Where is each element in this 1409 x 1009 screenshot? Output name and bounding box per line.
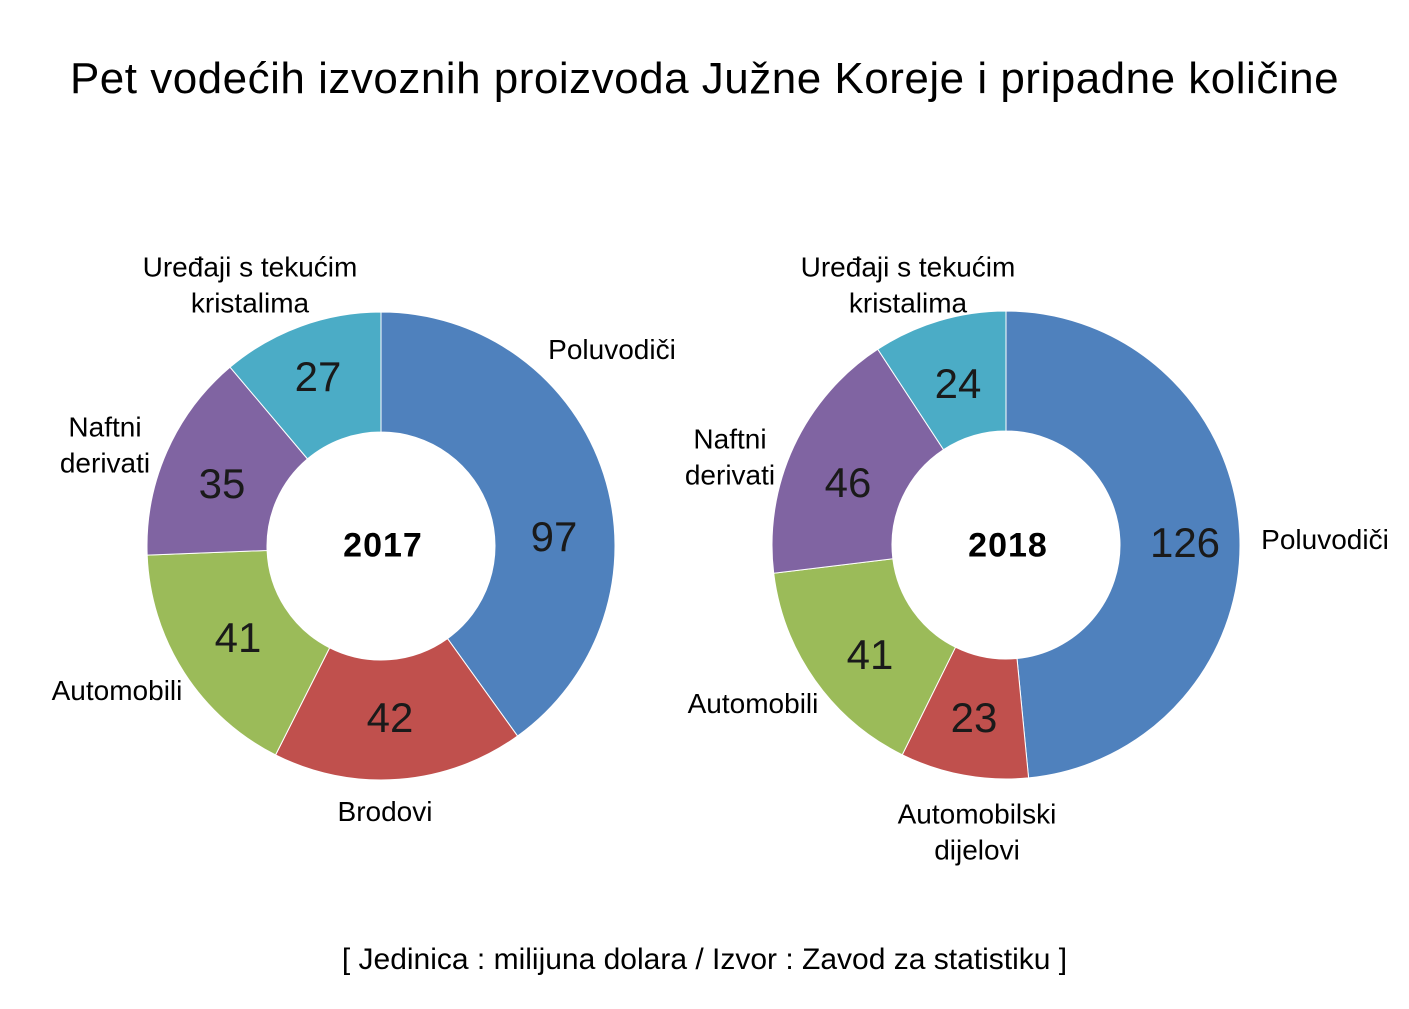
category-label-automobili-2017: Automobili bbox=[51, 674, 183, 706]
category-label-uredjaji-2017: Uređaji s tekućim kristalima bbox=[142, 251, 358, 319]
value-label-automobilski-dijelovi-2018: 23 bbox=[950, 694, 998, 741]
donut-segment-poluvodi-i-2017 bbox=[380, 311, 616, 737]
donut-chart-2017 bbox=[146, 311, 616, 781]
category-label-uredjaji-2018: Uređaji s tekućim kristalima bbox=[800, 251, 1016, 319]
donut-segment-ure-aji-s-teku-im-kristalima-2017 bbox=[229, 311, 382, 460]
category-label-poluvodici-2018: Poluvodiči bbox=[1261, 523, 1389, 555]
donut-chart-2018 bbox=[771, 310, 1241, 780]
value-label-brodovi-2017: 42 bbox=[366, 694, 414, 741]
donut-segment-naftni-derivati-2017 bbox=[146, 366, 309, 556]
page-title: Pet vodećih izvoznih proizvoda Južne Kor… bbox=[69, 54, 1340, 103]
category-label-brodovi-2017: Brodovi bbox=[337, 795, 433, 827]
value-label-naftni-derivati-2018: 46 bbox=[824, 459, 872, 506]
category-label-automobilski-dijelovi-2018: Automobilski dijelovi bbox=[897, 798, 1057, 866]
donut-segment-automobili-2017 bbox=[146, 549, 331, 756]
category-label-poluvodici-2017: Poluvodiči bbox=[548, 333, 676, 365]
value-label-poluvodici-2018: 126 bbox=[1149, 519, 1221, 566]
category-label-automobili-2018: Automobili bbox=[687, 687, 819, 719]
value-label-naftni-derivati-2017: 35 bbox=[198, 460, 246, 507]
category-label-naftni-derivati-2018: Naftni derivati bbox=[684, 423, 776, 491]
donut-segment-automobili-2018 bbox=[773, 558, 957, 756]
unit-source-caption: [ Jedinica : milijuna dolara / Izvor : Z… bbox=[341, 943, 1068, 976]
donut-segment-brodovi-2017 bbox=[274, 637, 519, 781]
donut-segment-naftni-derivati-2018 bbox=[771, 348, 945, 574]
value-label-poluvodici-2017: 97 bbox=[530, 513, 578, 560]
donut-segment-ure-aji-s-teku-im-kristalima-2018 bbox=[877, 310, 1007, 451]
value-label-uredjaji-2018: 24 bbox=[934, 360, 982, 407]
value-label-uredjaji-2017: 27 bbox=[294, 353, 342, 400]
category-label-naftni-derivati-2017: Naftni derivati bbox=[59, 411, 151, 479]
value-label-automobili-2018: 41 bbox=[846, 631, 894, 678]
donut-center-year-2018: 2018 bbox=[968, 526, 1048, 565]
donut-center-year-2017: 2017 bbox=[343, 526, 423, 565]
value-label-automobili-2017: 41 bbox=[214, 614, 262, 661]
donut-segment-poluvodi-i-2018 bbox=[1005, 310, 1241, 779]
